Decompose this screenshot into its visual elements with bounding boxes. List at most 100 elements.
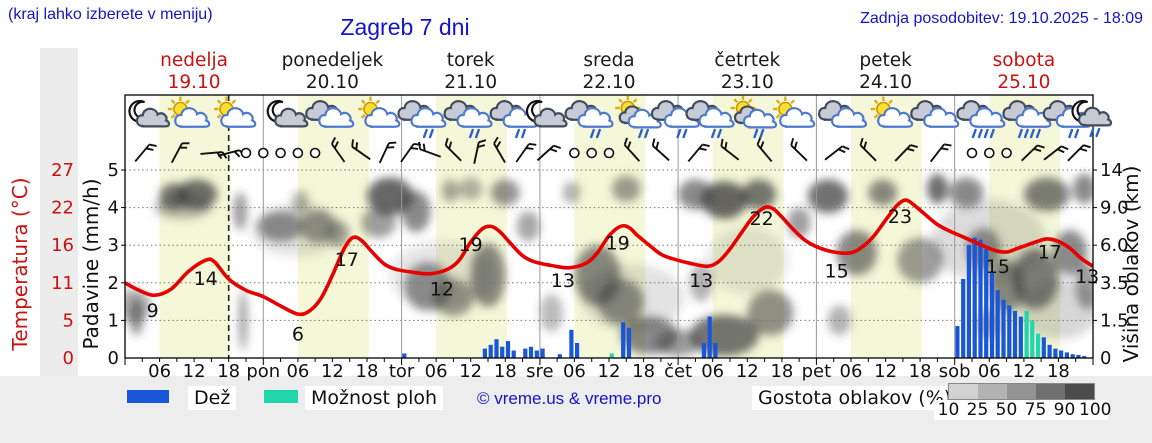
menu-hint: (kraj lahko izberete v meniju) [8, 6, 213, 23]
svg-text:25.10: 25.10 [997, 72, 1050, 93]
weather-icon-sun-cloud [358, 96, 401, 128]
weather-icon-cloud-rain [685, 100, 735, 139]
colorbar-tick-label: 100 [1079, 400, 1112, 420]
svg-text:12: 12 [598, 361, 621, 382]
showers-legend-label: Možnost ploh [305, 386, 444, 410]
rain-legend-label: Dež [188, 386, 237, 410]
svg-text:18: 18 [632, 361, 655, 382]
colorbar-tick-label: 25 [966, 400, 989, 420]
svg-text:13: 13 [1075, 266, 1099, 288]
svg-text:14: 14 [1100, 160, 1123, 181]
weather-icon-moon-cloud [128, 99, 171, 128]
weather-icon-cloud-heavy-rain [956, 100, 1006, 139]
svg-text:06: 06 [840, 361, 863, 382]
svg-text:18: 18 [1047, 361, 1070, 382]
svg-text:22: 22 [51, 198, 74, 219]
svg-text:14: 14 [194, 268, 218, 290]
svg-text:Temperatura (°C): Temperatura (°C) [8, 177, 32, 351]
svg-text:5: 5 [108, 160, 119, 181]
weather-icon-cloud [910, 100, 960, 128]
svg-text:četrtek: četrtek [714, 50, 780, 71]
svg-text:19: 19 [459, 234, 483, 256]
cloud-density-label: Gostota oblakov (%) [752, 386, 958, 410]
svg-text:17: 17 [335, 249, 359, 271]
svg-text:12: 12 [874, 361, 897, 382]
svg-text:sre: sre [526, 361, 553, 382]
svg-text:pet: pet [802, 361, 832, 382]
weather-icon-sun-cloud [167, 96, 211, 128]
svg-text:1.5: 1.5 [1100, 310, 1129, 331]
svg-text:27: 27 [51, 160, 74, 181]
svg-text:06: 06 [978, 361, 1001, 382]
colorbar-segment [1036, 384, 1065, 399]
svg-text:19: 19 [606, 232, 630, 254]
colorbar-segment [978, 384, 1007, 399]
svg-text:06: 06 [148, 361, 171, 382]
svg-text:6.0: 6.0 [1100, 235, 1129, 256]
svg-text:12: 12 [1012, 361, 1035, 382]
svg-text:6: 6 [292, 324, 304, 346]
weather-icon-cloud [818, 100, 868, 128]
page-title: Zagreb 7 dni [340, 14, 470, 40]
svg-text:12: 12 [183, 361, 206, 382]
svg-text:18: 18 [770, 361, 793, 382]
weather-icon-sun-cloud [213, 96, 257, 128]
svg-text:22: 22 [750, 208, 774, 230]
svg-text:06: 06 [563, 361, 586, 382]
svg-text:3: 3 [108, 235, 119, 256]
svg-text:12: 12 [736, 361, 759, 382]
svg-text:pon: pon [246, 361, 280, 382]
colorbar-tick-label: 50 [995, 400, 1018, 420]
svg-text:3.5: 3.5 [1100, 273, 1129, 294]
svg-text:23.10: 23.10 [721, 72, 774, 93]
svg-text:13: 13 [689, 270, 713, 292]
colorbar-segment [949, 384, 978, 399]
rain-bars [402, 237, 1087, 358]
svg-text:12: 12 [459, 361, 482, 382]
colorbar-segment [1065, 384, 1094, 399]
svg-text:0: 0 [63, 348, 74, 369]
svg-text:15: 15 [986, 256, 1010, 278]
temperature-curve [125, 198, 1093, 317]
svg-text:18: 18 [217, 361, 240, 382]
svg-text:sobota: sobota [993, 50, 1056, 71]
weather-icon-sun-cloud [870, 96, 914, 128]
svg-text:ponedeljek: ponedeljek [282, 50, 384, 71]
svg-text:11: 11 [51, 273, 74, 294]
weather-icon-cloud [305, 100, 355, 128]
svg-text:06: 06 [425, 361, 448, 382]
svg-text:20.10: 20.10 [306, 72, 359, 93]
last-update: Zadnja posodobitev: 19.10.2025 - 18:09 [860, 10, 1143, 27]
svg-text:13: 13 [551, 270, 575, 292]
svg-text:0: 0 [1100, 348, 1111, 369]
svg-text:Padavine (mm/h): Padavine (mm/h) [79, 178, 103, 349]
svg-text:sob: sob [939, 361, 971, 382]
weather-icons [128, 95, 1113, 139]
weather-icon-cloud-rain [564, 100, 614, 139]
svg-text:Višina oblakov (km): Višina oblakov (km) [1119, 166, 1143, 363]
svg-text:18: 18 [909, 361, 932, 382]
copyright-link[interactable]: © vreme.us & vreme.pro [477, 389, 662, 408]
weather-icon-moon-cloud-rain [1071, 99, 1113, 138]
cloud-density-layer [125, 173, 1093, 357]
svg-text:1: 1 [108, 310, 119, 331]
svg-text:16: 16 [51, 235, 74, 256]
weather-icon-moon-cloud [266, 99, 309, 128]
svg-text:19.10: 19.10 [168, 72, 221, 93]
colorbar-tick-label: 90 [1053, 400, 1076, 420]
rain-axis: Padavine (mm/h)5 4 3 2 1 0 [79, 160, 119, 369]
svg-text:0: 0 [108, 348, 119, 369]
svg-text:sreda: sreda [583, 50, 634, 71]
weather-icon-cloud-rain [443, 100, 493, 139]
svg-text:23: 23 [888, 206, 912, 228]
colorbar-tick-label: 10 [937, 400, 960, 420]
cloud-height-axis: Višina oblakov (km)14 9.0 6.0 3.5 1.5 0 [1100, 160, 1143, 369]
showers-legend-swatch [264, 390, 298, 403]
time-axis-ticks [121, 169, 1097, 365]
svg-text:2: 2 [108, 273, 119, 294]
left-axis-strip [40, 48, 78, 376]
temperature-axis: Temperatura (°C) 27 22 16 11 5 0 [8, 160, 74, 369]
